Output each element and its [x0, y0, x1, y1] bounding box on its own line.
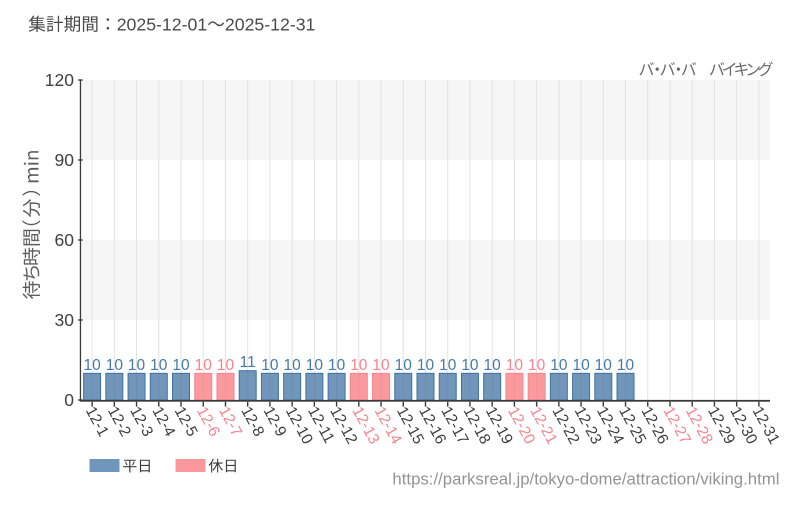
svg-text:10: 10	[550, 357, 568, 374]
svg-text:60: 60	[55, 230, 75, 250]
svg-text:10: 10	[395, 357, 413, 374]
svg-text:10: 10	[128, 357, 146, 374]
svg-text:90: 90	[55, 150, 75, 170]
svg-text:10: 10	[195, 357, 213, 374]
svg-text:10: 10	[417, 357, 435, 374]
svg-text:10: 10	[150, 357, 168, 374]
svg-text:2025-12-31: 2025-12-31	[225, 15, 315, 35]
svg-text:10: 10	[528, 357, 546, 374]
svg-text:10: 10	[506, 357, 524, 374]
svg-text:30: 30	[55, 310, 75, 330]
svg-text:10: 10	[595, 357, 613, 374]
svg-text:10: 10	[83, 357, 101, 374]
svg-text:10: 10	[217, 357, 235, 374]
svg-text:10: 10	[306, 357, 324, 374]
svg-text:10: 10	[572, 357, 590, 374]
svg-text:10: 10	[617, 357, 635, 374]
svg-text:11: 11	[240, 354, 256, 371]
svg-text:120: 120	[45, 70, 74, 90]
svg-text:10: 10	[350, 357, 368, 374]
svg-text:https://parksreal.jp/tokyo-dom: https://parksreal.jp/tokyo-dome/attracti…	[392, 470, 779, 489]
svg-text:10: 10	[439, 357, 457, 374]
svg-text:10: 10	[261, 357, 279, 374]
svg-text:0: 0	[64, 390, 74, 410]
svg-text:10: 10	[461, 357, 479, 374]
svg-text:10: 10	[284, 357, 302, 374]
svg-text:10: 10	[372, 357, 390, 374]
svg-text:10: 10	[106, 357, 124, 374]
svg-text:10: 10	[328, 357, 346, 374]
svg-text:2025-12-01: 2025-12-01	[117, 15, 207, 35]
svg-text:10: 10	[172, 357, 190, 374]
svg-text:10: 10	[484, 357, 502, 374]
